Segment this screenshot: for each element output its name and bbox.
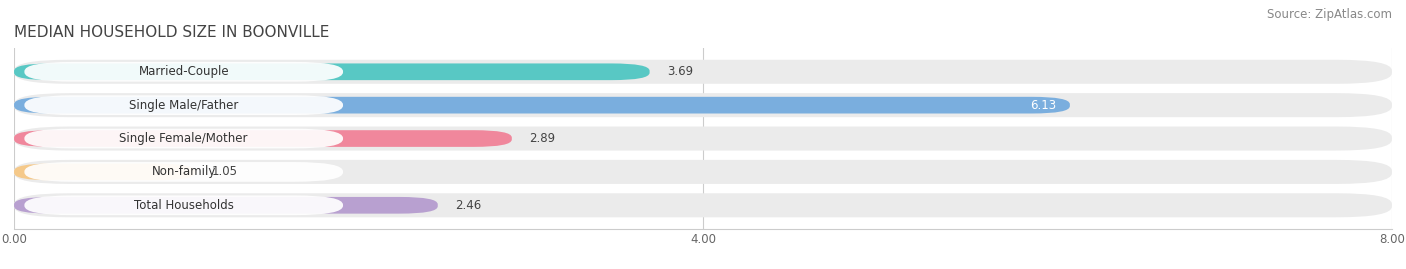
FancyBboxPatch shape [14, 97, 1070, 114]
Text: Source: ZipAtlas.com: Source: ZipAtlas.com [1267, 8, 1392, 21]
FancyBboxPatch shape [14, 126, 1392, 151]
FancyBboxPatch shape [14, 193, 1392, 217]
FancyBboxPatch shape [24, 62, 343, 82]
Text: 3.69: 3.69 [666, 65, 693, 78]
Text: Non-family: Non-family [152, 165, 217, 178]
FancyBboxPatch shape [14, 93, 1392, 117]
FancyBboxPatch shape [14, 160, 1392, 184]
Text: Single Male/Father: Single Male/Father [129, 99, 239, 112]
FancyBboxPatch shape [14, 63, 650, 80]
FancyBboxPatch shape [24, 162, 343, 182]
Text: 2.89: 2.89 [529, 132, 555, 145]
FancyBboxPatch shape [24, 95, 343, 115]
FancyBboxPatch shape [24, 129, 343, 148]
Text: Single Female/Mother: Single Female/Mother [120, 132, 247, 145]
FancyBboxPatch shape [14, 60, 1392, 84]
Text: 6.13: 6.13 [1031, 99, 1056, 112]
FancyBboxPatch shape [14, 164, 195, 180]
Text: Married-Couple: Married-Couple [138, 65, 229, 78]
Text: MEDIAN HOUSEHOLD SIZE IN BOONVILLE: MEDIAN HOUSEHOLD SIZE IN BOONVILLE [14, 25, 329, 40]
FancyBboxPatch shape [14, 130, 512, 147]
FancyBboxPatch shape [14, 197, 437, 214]
FancyBboxPatch shape [24, 196, 343, 215]
Text: Total Households: Total Households [134, 199, 233, 212]
Text: 1.05: 1.05 [212, 165, 238, 178]
Text: 2.46: 2.46 [456, 199, 481, 212]
